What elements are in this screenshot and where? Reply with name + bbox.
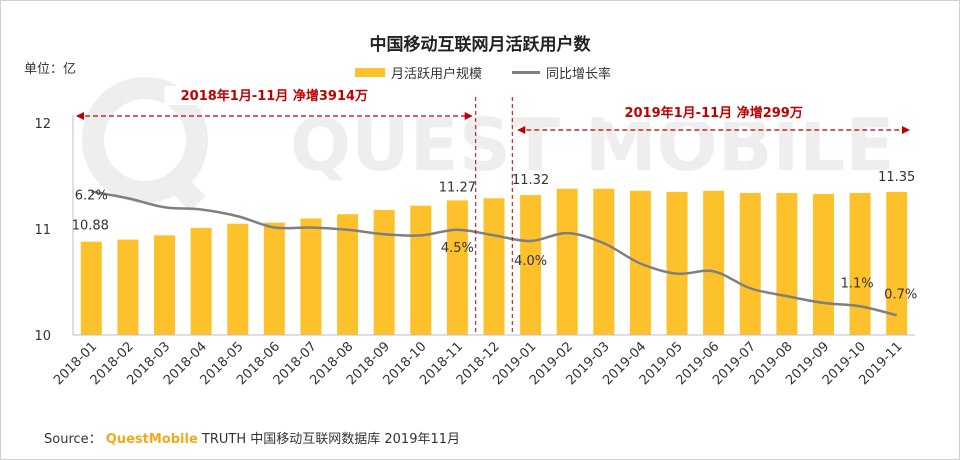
bar-data-label: 11.35 [878, 170, 915, 185]
bar-2018-06 [263, 222, 285, 335]
bar-2018-01 [80, 241, 102, 335]
legend-line-swatch [512, 71, 541, 74]
period-label-bg [603, 103, 824, 122]
bar-2018-07 [300, 218, 322, 335]
bar-2019-05 [666, 191, 688, 335]
legend-bar-label: 月活跃用户规模 [391, 67, 483, 82]
rate-data-label: 4.0% [514, 254, 547, 269]
bar-data-label: 10.88 [72, 219, 109, 234]
bar-2018-03 [154, 235, 176, 335]
y-axis-unit-label: 单位：亿 [24, 62, 77, 77]
period-label-bg [164, 86, 385, 105]
rate-data-label: 1.1% [841, 276, 874, 291]
bar-2018-11 [446, 200, 468, 335]
bar-2018-09 [373, 209, 395, 335]
legend-line-label: 同比增长率 [546, 67, 612, 82]
bar-2018-05 [227, 223, 249, 335]
bar-2019-02 [556, 188, 578, 335]
chart-title: 中国移动互联网月活跃用户数 [369, 35, 591, 55]
bar-2018-08 [337, 214, 359, 335]
source-note: Source： QuestMobile TRUTH 中国移动互联网数据库 201… [44, 428, 460, 447]
bar-2018-10 [410, 205, 432, 335]
legend-bar-swatch [355, 68, 385, 77]
y-tick-label: 12 [34, 117, 51, 132]
period-annotation-2018: 2018年1月-11月 净增3914万 [181, 88, 368, 104]
y-tick-label: 11 [34, 223, 51, 238]
legend: 月活跃用户规模 同比增长率 [355, 63, 611, 82]
bar-2018-04 [190, 227, 212, 335]
source-suffix: TRUTH 中国移动互联网数据库 2019年11月 [201, 432, 461, 447]
bar-2019-10 [849, 192, 871, 335]
rate-data-label: 0.7% [884, 287, 917, 302]
bar-2019-07 [739, 192, 761, 335]
rate-data-label: 6.2% [75, 189, 108, 204]
growth-rate-line [91, 190, 897, 317]
rate-data-label: 4.5% [441, 241, 474, 256]
bar-data-label: 11.27 [439, 180, 476, 195]
y-tick-label: 10 [34, 329, 51, 344]
period-annotation-2019: 2019年1月-11月 净增299万 [624, 105, 802, 121]
bar-2018-02 [117, 239, 139, 335]
source-prefix: Source： [44, 432, 102, 447]
bar-2019-01 [520, 195, 542, 335]
bar-2019-08 [776, 192, 798, 335]
bar-2018-12 [483, 198, 505, 335]
bar-2019-03 [593, 188, 615, 335]
source-brand: QuestMobile [105, 432, 198, 447]
bar-2019-11 [886, 191, 908, 335]
bar-2019-06 [703, 190, 725, 335]
bar-data-label: 11.32 [512, 173, 549, 188]
bar-2019-09 [812, 194, 834, 335]
